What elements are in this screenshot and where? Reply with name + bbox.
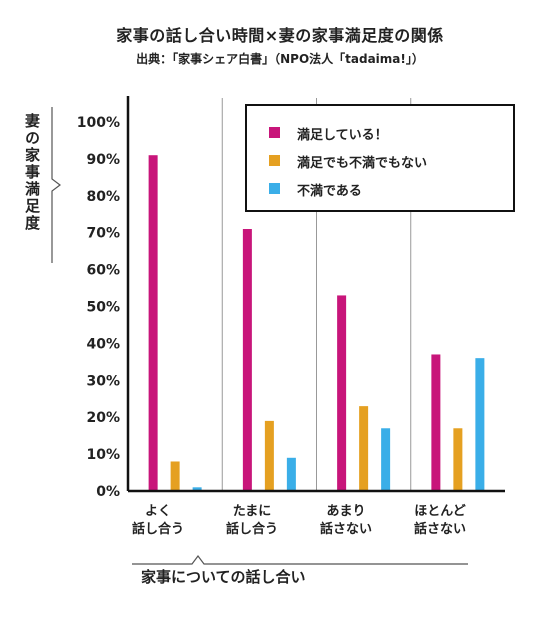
x-tick-line1: ほとんど — [414, 504, 466, 519]
x-tick-line1: たまに — [232, 504, 272, 519]
x-tick-label: たまに 話し合う — [204, 503, 300, 539]
y-tick-label: 90% — [86, 152, 120, 168]
x-tick-line2: 話し合う — [225, 522, 278, 537]
y-tick-label: 60% — [86, 263, 120, 279]
x-tick-line1: よく — [144, 504, 171, 519]
bar — [148, 155, 158, 491]
bar — [192, 487, 202, 491]
y-tick-label: 100% — [77, 115, 120, 131]
bar — [242, 229, 252, 491]
bar — [453, 428, 463, 491]
chart-legend: 満足している！ 満足でも不満でもない 不満である — [245, 104, 515, 212]
x-axis-label: 家事についての話し合い — [141, 568, 306, 586]
y-tick-label: 10% — [86, 447, 120, 463]
legend-label: 満足でも不満でもない — [297, 156, 428, 171]
legend-swatch-dissatisfied — [269, 183, 280, 194]
bar — [286, 457, 296, 491]
legend-label: 不満である — [297, 184, 362, 199]
y-tick-label: 80% — [86, 189, 120, 205]
bar — [337, 295, 347, 491]
x-tick-label: よく 話し合う — [110, 503, 206, 539]
legend-label: 満足している！ — [297, 128, 388, 143]
bar — [264, 420, 274, 491]
y-axis-label: 妻の家事満足度 — [23, 113, 41, 232]
y-tick-label: 70% — [86, 226, 120, 242]
legend-swatch-neutral — [269, 155, 280, 166]
y-tick-label: 50% — [86, 300, 120, 316]
x-tick-line2: 話さない — [413, 522, 466, 537]
legend-swatch-satisfied — [269, 127, 280, 138]
x-tick-line1: あまり — [326, 504, 366, 519]
chart-title: 家事の話し合い時間×妻の家事満足度の関係 — [116, 26, 444, 45]
chart-source: 出典：「家事シェア白書」（NPO法人「tadaima!」） — [136, 52, 424, 66]
y-tick-label: 30% — [86, 373, 120, 389]
y-tick-label: 20% — [86, 410, 120, 426]
x-tick-line2: 話さない — [319, 522, 372, 537]
bar — [170, 461, 180, 491]
bar — [475, 358, 485, 491]
x-tick-line2: 話し合う — [131, 522, 184, 537]
y-tick-label: 40% — [86, 336, 120, 352]
x-axis-label-bracket — [132, 555, 468, 565]
x-tick-label: あまり 話さない — [298, 503, 394, 539]
x-tick-label: ほとんど 話さない — [392, 503, 488, 539]
bar — [431, 354, 441, 491]
y-tick-label: 0% — [96, 484, 120, 500]
bar — [359, 406, 369, 491]
bar — [381, 428, 391, 491]
y-axis-label-bracket — [51, 107, 61, 263]
